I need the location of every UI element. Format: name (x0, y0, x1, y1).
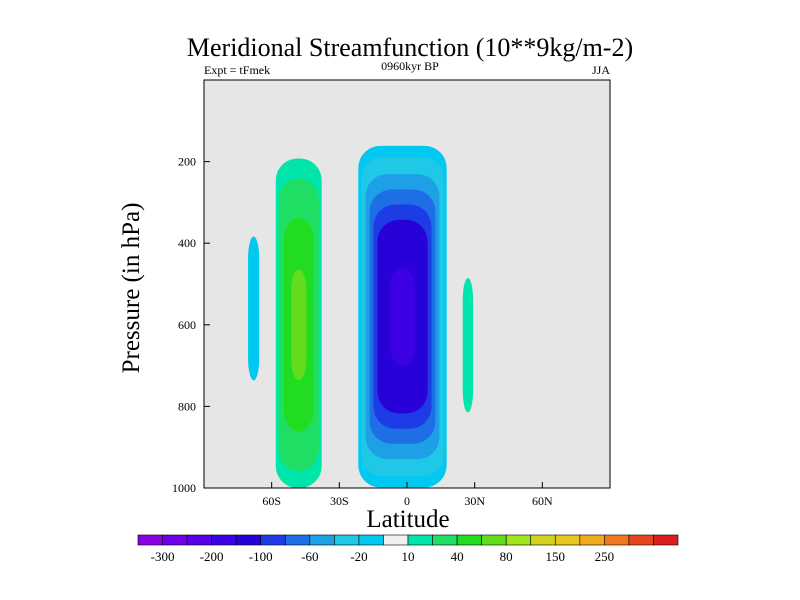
contour-band (291, 269, 307, 381)
x-axis: 60S 30S 0 30N 60N (262, 482, 553, 508)
y-axis-label: Pressure (in hPa) (118, 203, 145, 374)
colorbar-swatch (260, 534, 286, 546)
colorbar-swatch (604, 534, 630, 546)
colorbar-swatch (554, 534, 581, 546)
colorbar-swatch (309, 534, 335, 546)
x-tick-label: 60S (262, 494, 281, 508)
colorbar-swatch (284, 534, 311, 546)
colorbar-swatch (358, 534, 384, 546)
contour-fill-layer (248, 145, 474, 488)
chart-title: Meridional Streamfunction (10**9kg/m-2) (187, 33, 633, 62)
colorbar-label: 10 (402, 549, 415, 564)
x-tick-label: 30N (464, 494, 485, 508)
y-tick-label: 600 (178, 318, 196, 332)
y-tick-label: 1000 (172, 481, 196, 495)
period-label: 0960kyr BP (381, 59, 439, 73)
colorbar-label: -100 (249, 549, 273, 564)
x-tick-label: 0 (404, 494, 410, 508)
colorbar-swatch (162, 534, 188, 546)
colorbar-label: 150 (546, 549, 566, 564)
y-tick-label: 200 (178, 155, 196, 169)
colorbar-label: 250 (595, 549, 615, 564)
x-tick-label: 60N (532, 494, 553, 508)
colorbar-swatch (334, 534, 360, 546)
colorbar-swatch (530, 534, 556, 546)
colorbar-label: -60 (301, 549, 318, 564)
southern-green-cell (275, 158, 322, 488)
contour-band (462, 277, 474, 413)
colorbar-label: -20 (350, 549, 367, 564)
colorbar-label: -200 (200, 549, 224, 564)
colorbar-swatch (505, 534, 532, 546)
colorbar-swatch (186, 534, 212, 546)
x-axis-label: Latitude (366, 506, 449, 533)
y-axis: 200 400 600 800 1000 (172, 155, 210, 495)
colorbar-swatch (432, 534, 458, 546)
colorbar-swatch (407, 534, 433, 546)
southern-blue-cell (248, 236, 260, 381)
colorbar-swatch (383, 534, 409, 546)
colorbar-swatch (137, 534, 163, 546)
colorbar-swatch (579, 534, 605, 546)
colorbar-swatch (211, 534, 237, 546)
northern-cell (462, 277, 474, 413)
plot-area: 60S 30S 0 30N 60N 200 400 600 800 1000 (172, 79, 611, 508)
y-tick-label: 800 (178, 399, 196, 413)
contour-band (248, 236, 260, 381)
season-label: JJA (592, 63, 610, 77)
colorbar-swatch (481, 534, 507, 546)
colorbar-label: -300 (151, 549, 175, 564)
experiment-label: Expt = tFmek (204, 63, 270, 77)
colorbar-swatch (235, 534, 262, 546)
contour-band (389, 266, 416, 367)
colorbar: -300 -200 -100 -60 -20 10 40 80 150 250 (137, 534, 679, 564)
colorbar-label: 40 (451, 549, 464, 564)
x-tick-label: 30S (330, 494, 349, 508)
colorbar-label: 80 (500, 549, 513, 564)
colorbar-swatch (456, 534, 482, 546)
tropical-cell (358, 145, 447, 488)
colorbar-swatch (628, 534, 654, 546)
colorbar-swatch (653, 534, 679, 546)
y-tick-label: 400 (178, 236, 196, 250)
